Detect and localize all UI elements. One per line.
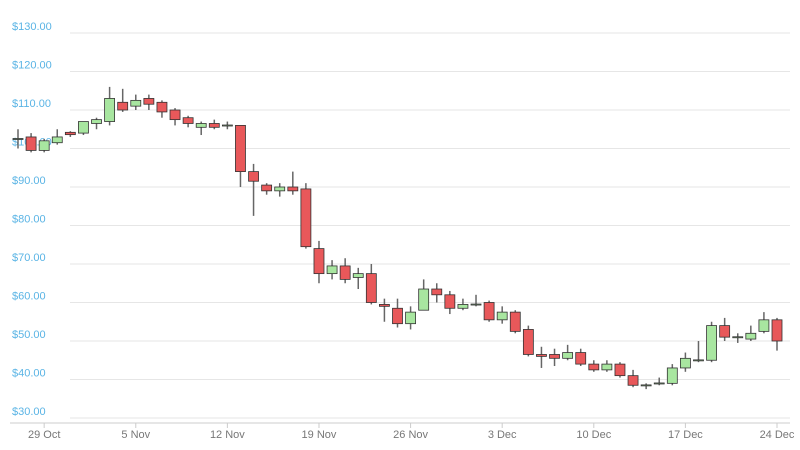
- y-tick-label: $130.00: [12, 21, 52, 33]
- candle-body: [38, 140, 50, 151]
- candle-body: [549, 354, 560, 359]
- candle-body: [706, 325, 717, 361]
- candle-body: [25, 136, 37, 151]
- x-tick-label: 26 Nov: [393, 429, 428, 441]
- candle-body: [12, 138, 24, 140]
- candle-body: [78, 121, 89, 134]
- candle-body: [640, 384, 652, 387]
- candle-body: [156, 101, 168, 113]
- candle-body: [300, 188, 312, 248]
- candle-body: [326, 265, 338, 275]
- candle-body: [130, 99, 142, 107]
- candle-body: [235, 125, 246, 173]
- candle-body: [352, 273, 364, 278]
- candle-body: [182, 117, 194, 124]
- candle-body: [627, 375, 639, 386]
- candle-body: [379, 304, 390, 307]
- candle-body: [339, 265, 351, 280]
- y-tick-label: $70.00: [12, 252, 46, 264]
- y-tick-label: $120.00: [12, 59, 52, 71]
- candle-body: [745, 332, 757, 340]
- candle-body: [169, 109, 181, 121]
- x-tick-label: 12 Nov: [210, 429, 245, 441]
- y-tick-label: $50.00: [12, 329, 46, 341]
- candle-body: [287, 186, 299, 192]
- candle-body: [509, 311, 521, 332]
- y-tick-label: $30.00: [12, 406, 46, 418]
- candle-body: [719, 325, 731, 338]
- candle-body: [575, 352, 587, 365]
- candle-body: [405, 311, 416, 325]
- candle-body: [64, 131, 76, 136]
- candle-body: [313, 248, 325, 275]
- x-tick-label: 5 Nov: [121, 429, 150, 441]
- candle-body: [653, 382, 665, 385]
- candle-body: [536, 354, 547, 357]
- candle-body: [679, 357, 691, 369]
- candle-body: [51, 136, 63, 144]
- candle-body: [444, 294, 456, 309]
- candle-body: [522, 329, 534, 355]
- candle-body: [588, 363, 600, 371]
- y-tick-label: $110.00: [12, 98, 51, 110]
- candle-body: [614, 363, 626, 377]
- candle-body: [666, 367, 678, 384]
- candle-body: [732, 336, 744, 339]
- candle-body: [248, 171, 259, 182]
- x-tick-label: 29 Oct: [28, 429, 60, 441]
- candle-body: [693, 359, 704, 362]
- candle-body: [91, 119, 102, 124]
- candle-body: [208, 123, 220, 128]
- y-tick-label: $90.00: [12, 175, 46, 187]
- candle-body: [431, 288, 443, 296]
- candle-body: [104, 98, 116, 122]
- candle-body: [470, 303, 482, 306]
- candle-body: [457, 304, 469, 309]
- candle-body: [117, 101, 129, 111]
- candle-body: [562, 352, 574, 359]
- candle-body: [261, 184, 273, 192]
- candle-body: [771, 319, 783, 342]
- x-tick-label: 10 Dec: [576, 429, 611, 441]
- candle-body: [143, 98, 155, 105]
- y-tick-label: $60.00: [12, 290, 46, 302]
- x-tick-label: 19 Nov: [302, 429, 337, 441]
- candle-body: [274, 186, 286, 192]
- candle-body: [483, 302, 495, 321]
- y-tick-label: $80.00: [12, 213, 46, 225]
- candle-body: [392, 307, 403, 325]
- candle-body: [195, 123, 207, 128]
- x-tick-label: 24 Dec: [760, 429, 795, 441]
- candle-body: [418, 288, 430, 311]
- candle-body: [758, 319, 770, 332]
- candle-body: [365, 273, 377, 303]
- x-tick-label: 17 Dec: [668, 429, 703, 441]
- candle-body: [221, 124, 233, 127]
- candle-body: [496, 311, 508, 321]
- candle-body: [601, 363, 613, 371]
- x-tick-label: 3 Dec: [488, 429, 517, 441]
- y-tick-label: $40.00: [12, 367, 46, 379]
